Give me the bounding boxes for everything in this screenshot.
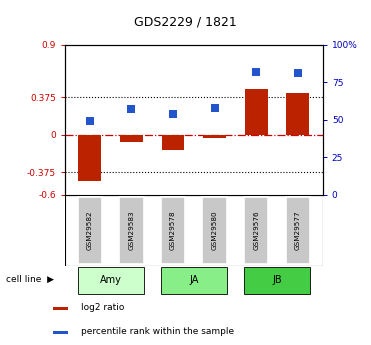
FancyBboxPatch shape <box>202 197 227 264</box>
FancyBboxPatch shape <box>161 197 186 264</box>
Point <box>295 71 301 76</box>
Text: percentile rank within the sample: percentile rank within the sample <box>81 327 234 336</box>
Text: GSM29576: GSM29576 <box>253 210 259 250</box>
Text: GSM29578: GSM29578 <box>170 210 176 250</box>
Point <box>212 105 218 111</box>
FancyBboxPatch shape <box>119 197 144 264</box>
Bar <box>203 135 226 138</box>
Bar <box>120 135 143 142</box>
FancyBboxPatch shape <box>244 197 269 264</box>
Point <box>128 107 134 112</box>
FancyBboxPatch shape <box>53 307 68 310</box>
Text: GDS2229 / 1821: GDS2229 / 1821 <box>134 16 237 29</box>
FancyBboxPatch shape <box>78 197 102 264</box>
Text: GSM29580: GSM29580 <box>211 210 218 250</box>
FancyBboxPatch shape <box>161 267 227 294</box>
FancyBboxPatch shape <box>78 267 144 294</box>
Text: JA: JA <box>189 275 198 285</box>
Text: GSM29583: GSM29583 <box>128 210 134 250</box>
Bar <box>245 89 267 135</box>
Bar <box>286 93 309 135</box>
Bar <box>162 135 184 150</box>
FancyBboxPatch shape <box>286 197 310 264</box>
Text: GSM29577: GSM29577 <box>295 210 301 250</box>
Text: cell line  ▶: cell line ▶ <box>6 275 53 284</box>
Bar <box>78 135 101 181</box>
Point <box>253 69 259 75</box>
Point <box>170 111 176 117</box>
FancyBboxPatch shape <box>244 267 310 294</box>
FancyBboxPatch shape <box>53 331 68 334</box>
Point <box>87 119 93 124</box>
Text: Amy: Amy <box>100 275 122 285</box>
Text: log2 ratio: log2 ratio <box>81 303 125 312</box>
Text: JB: JB <box>272 275 282 285</box>
Text: GSM29582: GSM29582 <box>87 210 93 250</box>
